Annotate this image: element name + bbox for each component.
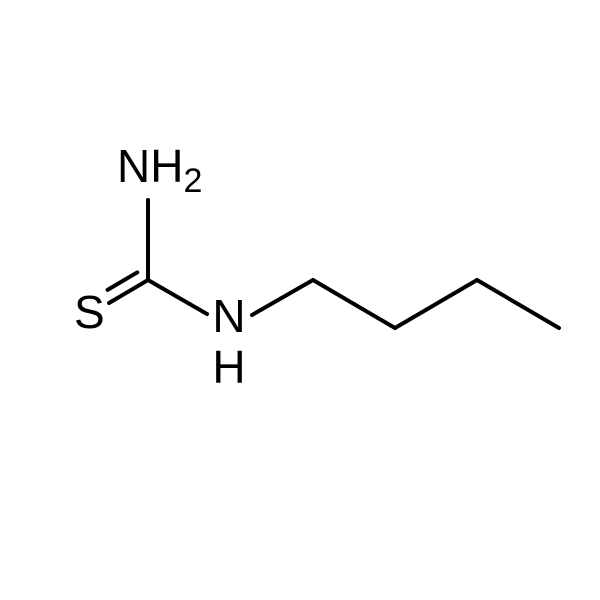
atom-label: N	[212, 290, 245, 342]
atom-label: NH2	[117, 140, 202, 200]
atom-label: H	[212, 341, 245, 393]
atom-label: S	[74, 286, 105, 338]
molecule-diagram: S NH2 NH	[0, 0, 600, 600]
